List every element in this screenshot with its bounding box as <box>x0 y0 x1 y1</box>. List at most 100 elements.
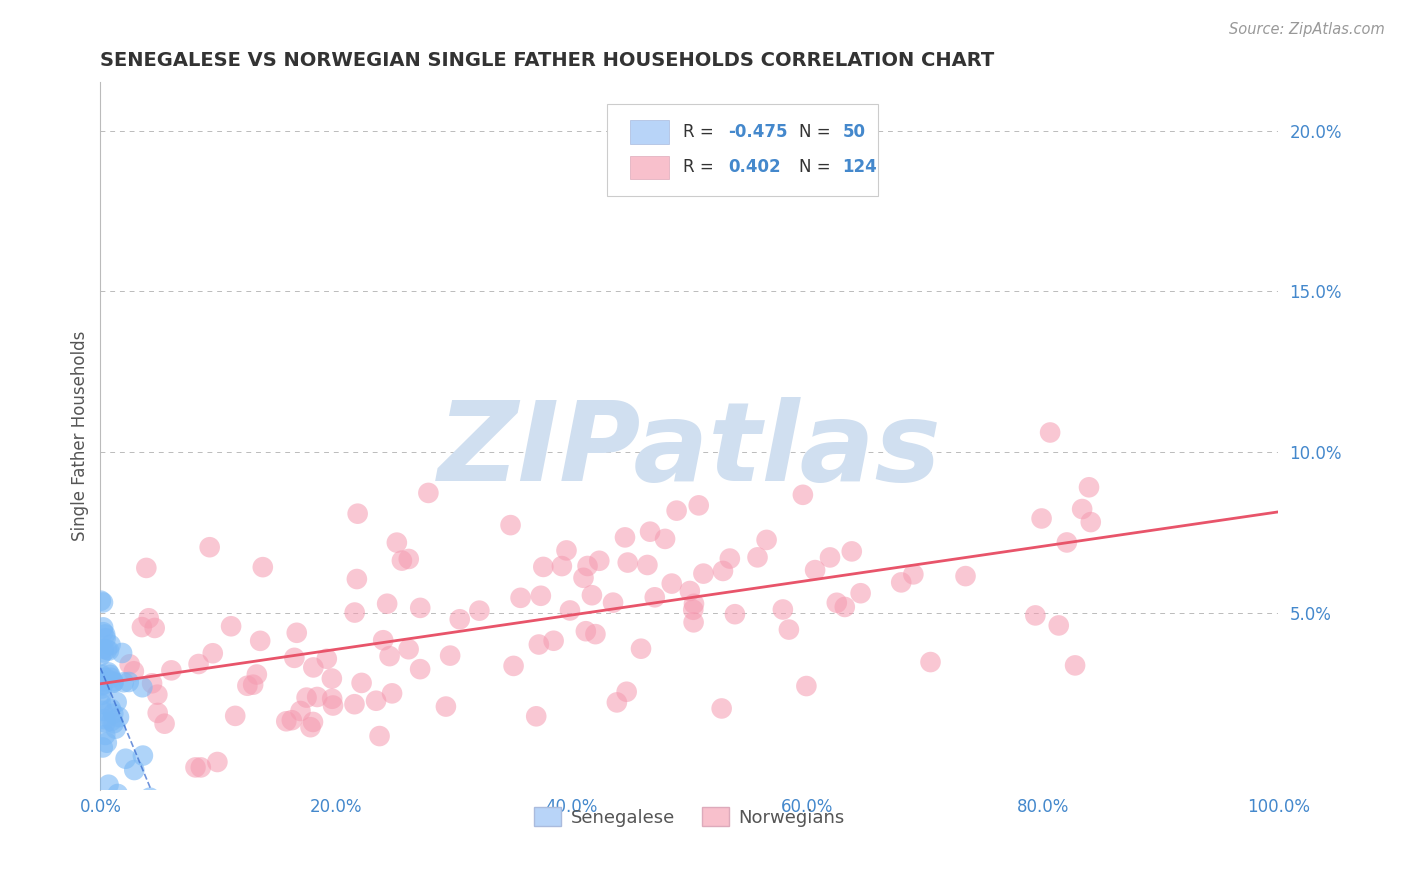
Point <box>90 681 112 696</box>
Point <box>499 518 522 533</box>
Point <box>107 787 129 801</box>
Point <box>124 763 146 777</box>
Point <box>804 563 827 577</box>
Point <box>302 714 325 729</box>
Point <box>91 595 114 609</box>
Point <box>315 652 337 666</box>
Point <box>295 690 318 705</box>
Point <box>583 627 606 641</box>
Point <box>139 790 162 805</box>
Text: SENEGALESE VS NORWEGIAN SINGLE FATHER HOUSEHOLDS CORRELATION CHART: SENEGALESE VS NORWEGIAN SINGLE FATHER HO… <box>100 51 994 70</box>
Point <box>524 709 547 723</box>
Point <box>1056 535 1078 549</box>
Point <box>201 646 224 660</box>
Point <box>118 675 141 690</box>
Point <box>531 560 554 574</box>
Point <box>530 589 553 603</box>
Point <box>118 657 141 672</box>
Point <box>1047 618 1070 632</box>
Point <box>343 697 366 711</box>
Point <box>290 704 312 718</box>
Point <box>93 641 115 656</box>
Point <box>101 674 124 689</box>
Point <box>100 702 122 716</box>
FancyBboxPatch shape <box>630 155 669 179</box>
Point <box>112 675 135 690</box>
Point <box>105 695 128 709</box>
Point <box>724 607 747 622</box>
Point <box>509 591 531 605</box>
Point <box>122 665 145 679</box>
Point <box>409 600 432 615</box>
Point <box>398 642 420 657</box>
Point <box>97 778 120 792</box>
Point <box>281 713 304 727</box>
Point <box>418 486 440 500</box>
Point <box>90 688 112 702</box>
FancyBboxPatch shape <box>630 120 669 144</box>
Point <box>792 488 814 502</box>
Point <box>890 575 912 590</box>
Point <box>207 755 229 769</box>
Point <box>91 625 114 640</box>
Point <box>1039 425 1062 440</box>
Point <box>581 588 603 602</box>
Point <box>90 648 112 663</box>
Point <box>449 612 471 626</box>
Point <box>97 665 120 680</box>
Point <box>90 593 112 607</box>
Point <box>638 524 661 539</box>
Point <box>141 676 163 690</box>
Point <box>834 599 856 614</box>
Point <box>1078 480 1101 494</box>
Point <box>219 619 242 633</box>
Point <box>1024 608 1046 623</box>
Point <box>398 552 420 566</box>
Point <box>132 748 155 763</box>
Point <box>322 698 344 713</box>
Point <box>364 694 387 708</box>
Point <box>692 566 714 581</box>
Point <box>131 620 153 634</box>
Point <box>343 606 366 620</box>
Point <box>558 603 581 617</box>
Text: -0.475: -0.475 <box>728 123 787 141</box>
Point <box>614 530 637 544</box>
Legend: Senegalese, Norwegians: Senegalese, Norwegians <box>527 800 852 834</box>
Point <box>104 722 127 736</box>
Y-axis label: Single Father Households: Single Father Households <box>72 331 89 541</box>
Point <box>1031 511 1053 525</box>
Point <box>551 559 574 574</box>
Point <box>146 706 169 720</box>
Point <box>190 760 212 774</box>
Point <box>91 679 114 693</box>
Point <box>346 572 368 586</box>
Point <box>184 760 207 774</box>
Point <box>187 657 209 671</box>
Point <box>576 559 599 574</box>
Point <box>103 716 125 731</box>
Point <box>321 672 343 686</box>
Point <box>665 503 688 517</box>
Point <box>143 621 166 635</box>
Point <box>90 667 112 681</box>
Point <box>755 533 778 547</box>
Point <box>747 550 769 565</box>
Point <box>772 602 794 616</box>
Point <box>100 671 122 685</box>
Point <box>350 676 373 690</box>
Point <box>682 615 704 630</box>
Point <box>630 641 652 656</box>
Point <box>606 695 628 709</box>
Point <box>100 638 122 652</box>
Point <box>381 686 404 700</box>
Point <box>679 584 702 599</box>
Point <box>90 697 112 711</box>
Point <box>409 662 432 676</box>
Point <box>688 499 710 513</box>
Point <box>96 642 118 657</box>
Point <box>346 507 368 521</box>
Point <box>502 659 524 673</box>
Point <box>818 550 841 565</box>
Point <box>796 679 818 693</box>
